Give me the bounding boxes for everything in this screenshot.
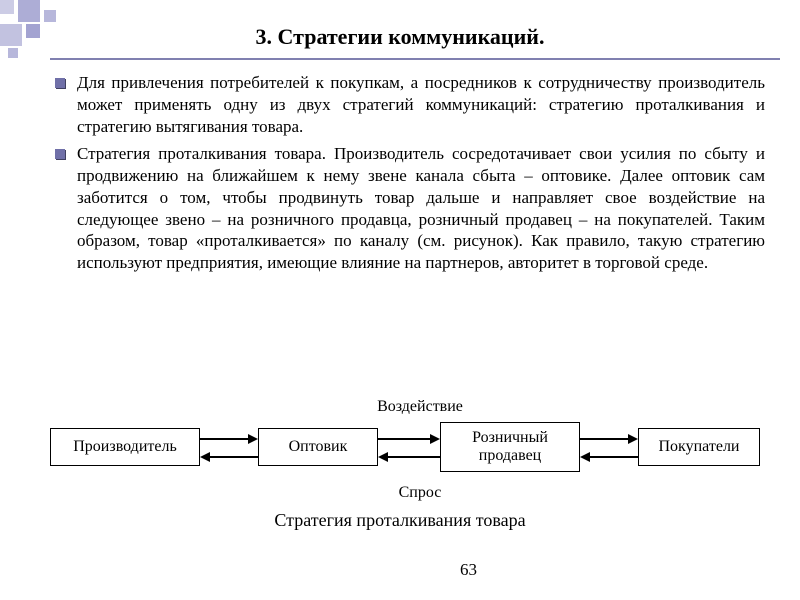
title-underline: [50, 58, 780, 60]
flowchart-node: Розничный продавец: [440, 422, 580, 472]
arrow-forward-head-icon: [248, 434, 258, 444]
arrow-forward-line: [200, 438, 248, 440]
arrow-back-line: [590, 456, 638, 458]
arrow-forward-line: [378, 438, 430, 440]
arrow-forward-line: [580, 438, 628, 440]
arrow-back-line: [210, 456, 258, 458]
flowchart-node: Оптовик: [258, 428, 378, 466]
diagram-label-bottom: Спрос: [360, 484, 480, 502]
flowchart-node: Покупатели: [638, 428, 760, 466]
body-text: Для привлечения потребителей к покупкам,…: [55, 72, 765, 280]
page-number: 63: [460, 560, 477, 580]
bullet-icon: [55, 149, 65, 159]
bullet-item: Стратегия проталкивания товара. Производ…: [55, 143, 765, 274]
bullet-item: Для привлечения потребителей к покупкам,…: [55, 72, 765, 137]
arrow-back-head-icon: [378, 452, 388, 462]
diagram-label-top: Воздействие: [360, 398, 480, 416]
arrow-forward-head-icon: [628, 434, 638, 444]
page-title: 3. Стратегии коммуникаций.: [0, 24, 800, 50]
arrow-back-head-icon: [580, 452, 590, 462]
arrow-forward-head-icon: [430, 434, 440, 444]
bullet-icon: [55, 78, 65, 88]
bullet-text: Для привлечения потребителей к покупкам,…: [77, 72, 765, 137]
flowchart-node: Производитель: [50, 428, 200, 466]
flowchart-diagram: Воздействие Спрос Производитель Оптовик Розн…: [40, 398, 760, 568]
bullet-text: Стратегия проталкивания товара. Производ…: [77, 143, 765, 274]
arrow-back-head-icon: [200, 452, 210, 462]
arrow-back-line: [388, 456, 440, 458]
diagram-caption: Стратегия проталкивания товара: [200, 510, 600, 531]
